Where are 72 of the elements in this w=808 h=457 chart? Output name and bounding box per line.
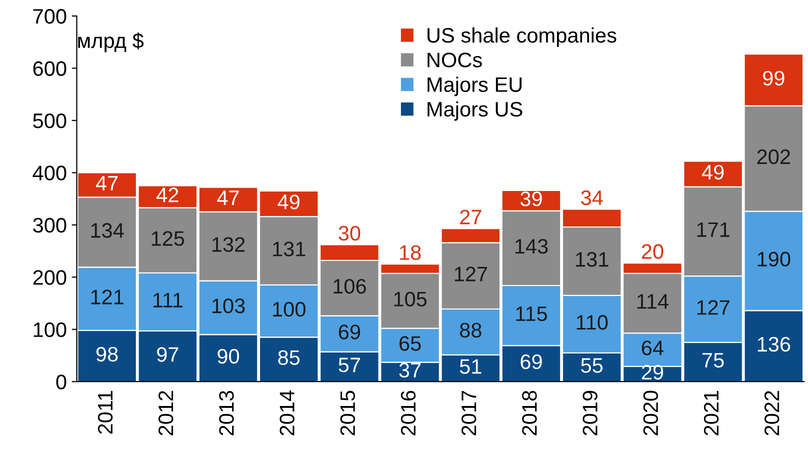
data-label: 39 [520, 191, 542, 206]
data-label: 49 [278, 194, 300, 210]
data-label: 51 [460, 359, 482, 374]
data-label: 106 [334, 278, 366, 294]
data-label: 131 [273, 242, 306, 256]
data-label: 47 [217, 190, 239, 205]
data-label: 100 [273, 302, 306, 317]
data-label: 34 [581, 190, 603, 206]
legend-label: US shale companies [428, 27, 616, 47]
x-tick-label: 2018 [522, 390, 537, 436]
data-label: 47 [96, 176, 118, 190]
data-label: 103 [212, 298, 245, 314]
data-label: 18 [400, 245, 421, 260]
data-label: 30 [338, 226, 360, 241]
data-label: 69 [338, 324, 360, 340]
y-tick-label: 600 [33, 61, 66, 76]
data-label: 27 [460, 210, 482, 224]
data-label: 114 [637, 294, 668, 309]
data-label: 64 [642, 340, 664, 356]
legend-label: Majors EU [428, 76, 522, 96]
data-label: 55 [581, 358, 603, 373]
data-label: 143 [515, 238, 548, 254]
y-tick-label: 400 [32, 166, 66, 180]
x-tick-label: 2022 [764, 390, 780, 436]
data-label: 134 [91, 223, 124, 238]
x-tick-label: 2013 [219, 390, 234, 436]
data-label: 125 [152, 231, 184, 246]
data-label: 121 [91, 290, 124, 304]
y-tick-label: 0 [56, 374, 66, 390]
data-label: 202 [757, 149, 790, 164]
data-label: 127 [454, 266, 487, 282]
y-axis-title: млрд $ [78, 32, 144, 52]
x-tick-label: 2017 [462, 390, 476, 436]
data-label: 97 [157, 347, 178, 362]
data-label: 75 [702, 353, 724, 368]
legend-label: NOCs [428, 52, 482, 68]
data-label: 190 [758, 252, 790, 267]
x-tick-label: 2021 [704, 390, 719, 436]
data-label: 98 [96, 346, 118, 362]
x-tick-label: 2014 [280, 390, 294, 436]
data-label: 37 [399, 362, 421, 378]
data-label: 20 [642, 244, 664, 259]
y-tick-label: 300 [33, 218, 66, 233]
data-label: 88 [460, 322, 482, 338]
y-tick-label: 100 [34, 322, 66, 338]
data-label: 85 [278, 350, 300, 365]
data-label: 110 [576, 314, 608, 330]
x-tick-label: 2016 [400, 390, 416, 436]
data-label: 171 [697, 222, 730, 237]
x-tick-label: 2011 [98, 390, 113, 434]
data-label: 111 [153, 293, 182, 308]
data-label: 69 [520, 354, 542, 370]
data-label: 132 [212, 237, 245, 252]
data-label: 99 [763, 70, 784, 86]
x-tick-label: 2019 [582, 390, 598, 436]
data-label: 49 [702, 164, 724, 180]
data-label: 65 [400, 336, 421, 351]
data-label: 90 [218, 348, 240, 364]
data-label: 131 [576, 252, 608, 267]
y-tick-label: 500 [33, 113, 66, 128]
data-label: 127 [697, 300, 730, 315]
data-label: 115 [516, 306, 547, 322]
y-tick-label: 200 [33, 270, 66, 285]
data-label: 105 [394, 292, 427, 306]
x-tick-label: 2015 [340, 390, 356, 436]
x-tick-label: 2012 [158, 390, 174, 436]
y-tick-label: 700 [33, 8, 66, 24]
legend-label: Majors US [428, 101, 522, 121]
data-label: 57 [338, 358, 360, 372]
x-tick-label: 2020 [643, 390, 658, 436]
data-label: 42 [156, 188, 178, 202]
data-label: 136 [758, 336, 790, 352]
